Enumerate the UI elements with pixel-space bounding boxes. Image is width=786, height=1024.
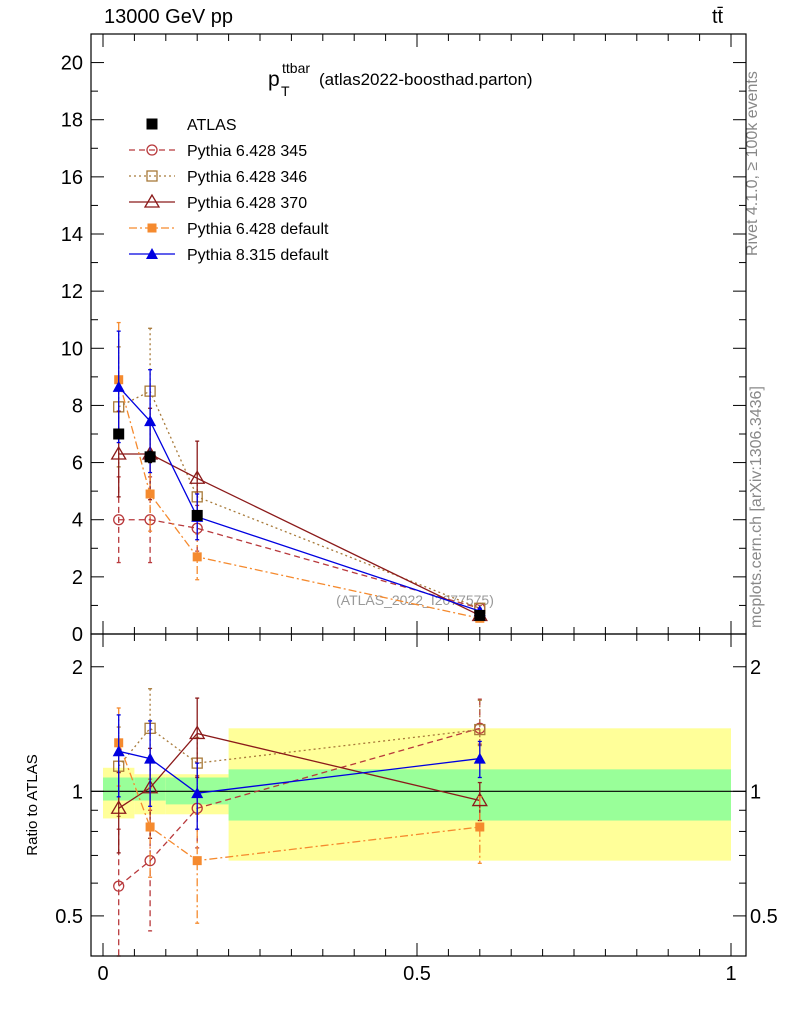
ratio-line [118,727,480,887]
y-tick-label: 16 [61,167,83,189]
data-point [474,609,486,621]
data-point [113,428,125,440]
ratio-series-p8def [112,714,486,830]
ratio-line [118,732,480,809]
y-tick-label-right: 1 [750,781,761,803]
y-tick-label-left: 0.5 [55,906,83,928]
y-tick-label: 14 [61,224,83,246]
legend-marker [146,118,158,130]
y-tick-label: 18 [61,110,83,132]
legend-marker [143,193,161,208]
ratio-point [475,822,485,832]
data-point [192,552,202,562]
legend-entry-p346: Pythia 6.428 346 [129,169,307,186]
ratio-point [112,745,125,757]
series-p6def [114,321,485,623]
y-tick-label-left: 1 [72,781,83,803]
ratio-point [474,723,486,736]
title-main: p [268,68,280,91]
series-line [118,519,480,609]
series-line [118,379,480,619]
y-tick-label: 0 [72,624,83,646]
y-tick-label: 10 [61,338,83,360]
ratio-frame [90,633,747,957]
x-tick-label: 0.5 [403,963,431,985]
ratio-point [145,822,155,832]
series-line [118,390,481,609]
legend-entry-p370: Pythia 6.428 370 [129,193,307,212]
y-tick-label: 8 [72,395,83,417]
plot-header-process: 13000 GeV pp [104,6,233,28]
y-tick-label-left: 2 [72,657,83,679]
legend-label: Pythia 8.315 default [187,247,329,264]
series-line [118,386,481,612]
y-tick-label: 20 [61,53,83,75]
ratio-point [113,880,125,892]
legend-label: Pythia 6.428 default [187,221,329,238]
legend-marker [146,170,158,182]
title-superscript: ttbar [282,60,310,76]
y-tick-label-right: 0.5 [750,906,778,928]
ratio-point [191,787,204,799]
data-point [189,469,206,484]
legend-label: ATLAS [187,117,237,134]
legend-label: Pythia 6.428 345 [187,143,307,160]
y-tick-label: 12 [61,281,83,303]
legend-entry-p8def: Pythia 8.315 default [129,247,329,264]
title-rest: (atlas2022-boosthad.parton) [319,70,533,89]
ratio-point [473,752,486,764]
series-line [118,453,481,617]
title-subscript: T [281,83,290,99]
legend-marker [146,248,158,259]
ratio-y-axis-label: Ratio to ATLAS [24,754,41,855]
y-tick-label: 6 [72,453,83,475]
legend-marker [146,144,158,156]
legend-marker [147,223,157,233]
y-tick-label: 2 [72,567,83,589]
series-atlas [113,428,486,621]
data-point [144,415,157,427]
data-point [110,445,127,460]
data-point [145,489,155,499]
data-point [191,509,203,521]
ratio-point [471,792,488,807]
data-point [144,451,156,463]
x-tick-label: 1 [725,963,736,985]
legend-entry-p6def: Pythia 6.428 default [129,221,329,238]
ratio-panel: 0.5 0.5 1 1 2 2 0 0.5 1 Ratio to ATLAS [24,633,778,985]
series-p346 [113,327,486,614]
y-tick-label: 4 [72,510,83,532]
x-tick-label: 0 [97,963,108,985]
data-point [112,380,125,392]
ratio-point [110,799,127,814]
ratio-line [118,727,480,767]
legend-label: Pythia 6.428 346 [187,169,307,186]
ratio-point [189,725,206,740]
ratio-point [192,856,202,866]
legend-entry-p345: Pythia 6.428 345 [129,143,307,160]
ratio-point [144,752,157,764]
y-tick-label-right: 2 [750,657,761,679]
series-p8def [112,330,486,617]
legend-entry-atlas: ATLAS [146,117,237,134]
ratio-line [118,750,480,794]
plot-header-final-state: tt̄ [712,6,724,28]
legend-label: Pythia 6.428 370 [187,195,307,212]
ratio-line [118,742,480,862]
data-point [113,514,125,526]
